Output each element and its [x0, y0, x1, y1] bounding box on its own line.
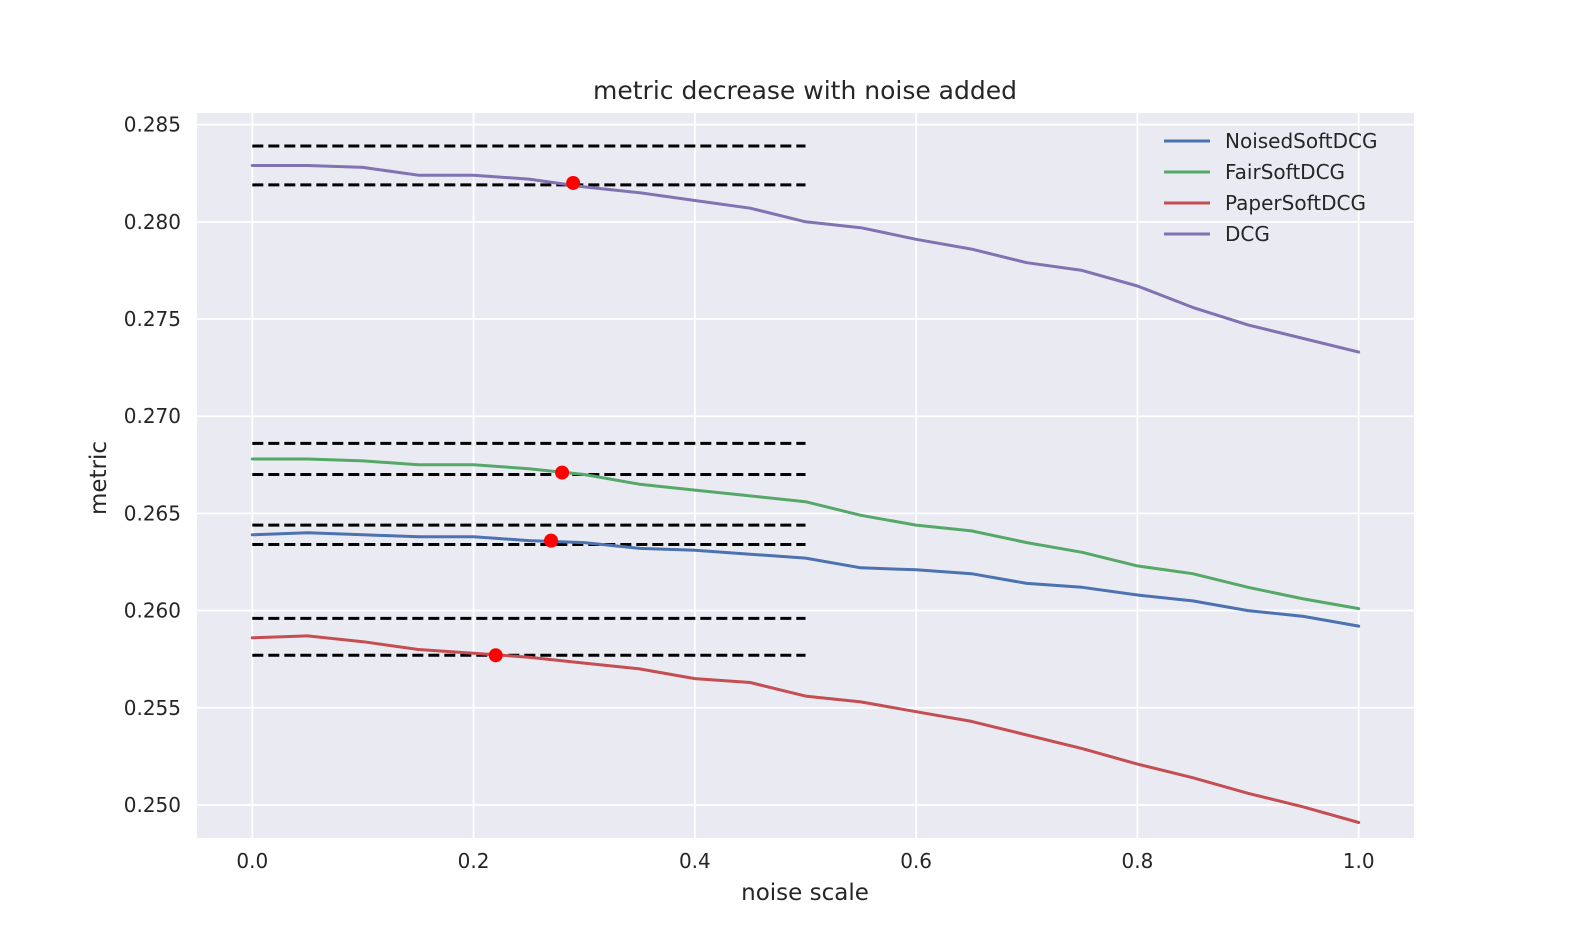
y-tick-label: 0.270	[124, 404, 181, 428]
reference-lines	[252, 144, 806, 657]
threshold-marker	[488, 648, 503, 663]
threshold-marker	[544, 533, 559, 548]
legend-label: NoisedSoftDCG	[1225, 129, 1378, 153]
x-tick-label: 0.2	[458, 849, 490, 873]
series-line-noisedsoftdcg	[250, 531, 1361, 628]
legend-label: FairSoftDCG	[1225, 160, 1345, 184]
threshold-marker	[566, 175, 581, 190]
series-lines	[250, 164, 1361, 824]
y-tick-label: 0.265	[124, 501, 181, 525]
x-tick-label: 0.0	[236, 849, 268, 873]
threshold-markers	[488, 175, 581, 663]
chart-title: metric decrease with noise added	[593, 76, 1017, 105]
y-tick-label: 0.250	[124, 793, 181, 817]
series-line-dcg	[250, 164, 1361, 354]
x-axis-ticks: 0.0 0.2 0.4 0.6 0.8 1.0	[236, 849, 1374, 873]
series-line-papersoftdcg	[250, 634, 1361, 824]
x-tick-label: 0.4	[679, 849, 711, 873]
y-tick-label: 0.260	[124, 599, 181, 623]
y-tick-label: 0.285	[124, 113, 181, 137]
legend-label: DCG	[1225, 222, 1270, 246]
y-tick-label: 0.280	[124, 210, 181, 234]
legend-label: PaperSoftDCG	[1225, 191, 1366, 215]
x-tick-label: 1.0	[1343, 849, 1375, 873]
legend: NoisedSoftDCG FairSoftDCG PaperSoftDCG DCG	[1164, 129, 1378, 246]
series-line-fairsoftdcg	[250, 457, 1361, 611]
x-tick-label: 0.8	[1122, 849, 1154, 873]
x-axis-label: noise scale	[741, 880, 869, 906]
x-tick-label: 0.6	[900, 849, 932, 873]
y-axis-ticks: 0.250 0.255 0.260 0.265 0.270 0.275 0.280 0.285	[124, 113, 181, 817]
y-tick-label: 0.255	[124, 696, 181, 720]
y-axis-label: metric	[86, 441, 112, 515]
y-tick-label: 0.275	[124, 307, 181, 331]
threshold-marker	[555, 465, 570, 480]
